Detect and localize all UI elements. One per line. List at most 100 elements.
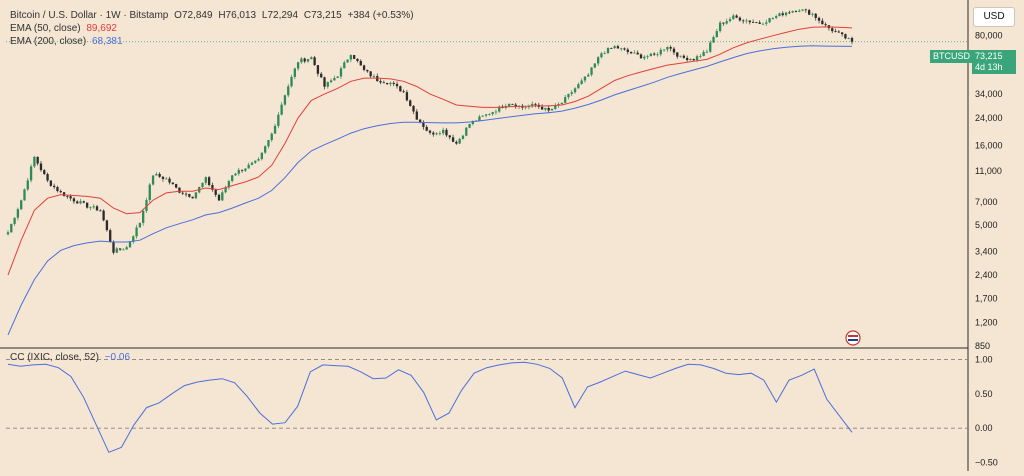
candle-body — [310, 57, 313, 60]
candle-body — [709, 42, 712, 52]
candle-body — [99, 210, 102, 212]
cc-legend[interactable]: CC (IXIC, close, 52) −0.06 — [10, 352, 133, 363]
candle-body — [712, 37, 715, 43]
us-flag-icon-stripe — [848, 339, 858, 341]
candle-body — [745, 20, 748, 22]
candle-body — [435, 133, 438, 135]
candle-body — [636, 52, 639, 55]
candle-body — [831, 28, 834, 32]
candle-body — [142, 210, 145, 223]
candle-body — [221, 192, 224, 201]
candle-body — [626, 49, 629, 52]
candle-body — [399, 86, 402, 92]
candle-body — [570, 92, 573, 94]
ema200-line — [7, 45, 853, 336]
candle-body — [362, 65, 366, 70]
candle-body — [679, 55, 682, 57]
candle-body — [385, 83, 389, 85]
price-axis-tick-label: 16,000 — [975, 141, 1003, 151]
candle-body — [234, 173, 237, 176]
candle-body — [623, 48, 626, 50]
candle-body — [725, 21, 728, 24]
candle-body — [534, 103, 537, 105]
candle-body — [85, 202, 89, 208]
candle-body — [686, 57, 689, 61]
candle-body — [270, 133, 273, 141]
candle-body — [231, 175, 234, 182]
candle-body — [296, 62, 300, 69]
candle-body — [817, 17, 821, 21]
candle-body — [418, 119, 422, 123]
candle-body — [346, 59, 349, 63]
cc-line — [7, 361, 853, 453]
candle-body — [105, 220, 109, 231]
candle-body — [596, 57, 600, 64]
candle-body — [178, 187, 181, 193]
candle-body — [600, 53, 603, 58]
candle-body — [359, 60, 362, 66]
candle-body — [587, 74, 590, 77]
price-axis-tick-label: 7,000 — [975, 197, 998, 207]
candle-body — [349, 55, 353, 60]
candle-body — [738, 17, 742, 21]
price-axis-tick-label: 1,200 — [975, 317, 998, 327]
candle-body — [448, 135, 451, 138]
candle-body — [303, 58, 306, 62]
candle-body — [145, 200, 148, 211]
candle-body — [79, 201, 82, 204]
currency-button[interactable]: USD — [973, 7, 1015, 27]
price-axis-tick-label: 2,400 — [975, 270, 998, 280]
candle-body — [666, 47, 669, 50]
candle-body — [728, 19, 732, 22]
candle-body — [646, 56, 649, 57]
candle-body — [343, 62, 346, 69]
candle-body — [194, 192, 198, 199]
candle-body — [807, 10, 811, 15]
candle-body — [16, 209, 20, 218]
candle-body — [59, 191, 62, 193]
candle-body — [13, 217, 16, 224]
ema50-value: 89,692 — [86, 23, 117, 34]
candle-body — [174, 184, 178, 188]
bar-countdown: 4d 13h — [975, 62, 1003, 72]
candle-body — [676, 52, 679, 57]
price-axis-tick-label: 34,000 — [975, 89, 1003, 99]
ema200-legend[interactable]: EMA (200, close) 68,381 — [10, 36, 126, 47]
candle-body — [524, 107, 527, 109]
candle-body — [306, 59, 310, 62]
open-value: O72,849 — [174, 10, 213, 21]
candle-body — [583, 76, 587, 81]
candle-body — [148, 184, 151, 201]
candle-body — [814, 13, 817, 18]
ema50-legend[interactable]: EMA (50, close) 89,692 — [10, 23, 120, 34]
candle-body — [659, 49, 662, 55]
price-axis-tick-label: 80,000 — [975, 31, 1003, 41]
candle-body — [53, 185, 56, 188]
candle-body — [151, 175, 155, 185]
candle-body — [695, 56, 699, 61]
candle-body — [593, 63, 596, 68]
candle-body — [656, 54, 659, 56]
candle-body — [313, 57, 316, 66]
candle-body — [250, 162, 254, 165]
candle-body — [755, 22, 758, 24]
candle-body — [20, 200, 23, 210]
candle-body — [23, 189, 26, 201]
candle-body — [672, 48, 676, 53]
candle-body — [267, 140, 270, 147]
candle-body — [369, 71, 372, 77]
candle-body — [788, 12, 791, 14]
cc-axis-tick-label: 0.50 — [975, 389, 993, 399]
candle-body — [544, 107, 547, 110]
candle-body — [184, 193, 188, 195]
candle-body — [402, 91, 405, 93]
candle-body — [662, 49, 666, 51]
candle-body — [214, 189, 217, 195]
candle-body — [488, 114, 491, 115]
high-value: H76,013 — [218, 10, 257, 21]
candle-body — [560, 102, 564, 105]
candle-body — [768, 18, 771, 23]
candle-body — [56, 187, 59, 192]
